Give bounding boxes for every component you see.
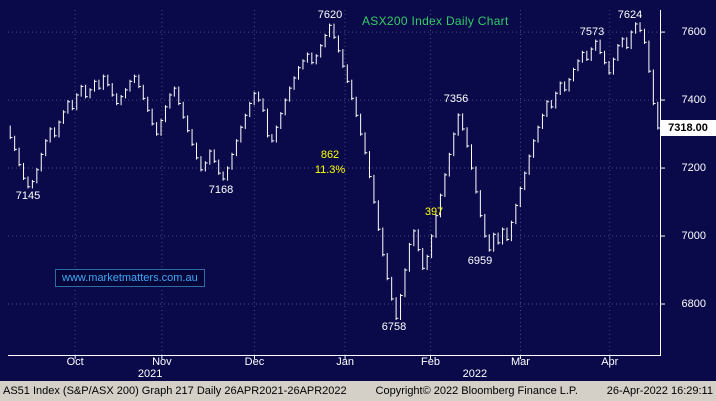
x-axis-month-label: Dec <box>244 356 265 368</box>
last-price-label: 7318.00 <box>660 119 716 136</box>
status-bar: AS51 Index (S&P/ASX 200) Graph 217 Daily… <box>0 381 716 401</box>
axes <box>8 10 665 359</box>
annotation-11-3-: 11.3% <box>314 164 346 176</box>
x-axis-month-label: Feb <box>421 356 440 368</box>
x-axis-month-label: Apr <box>601 356 619 368</box>
annotation-7620: 7620 <box>317 9 343 21</box>
y-axis-tick-label: 7200 <box>681 162 706 175</box>
y-axis-tick-label: 7600 <box>681 26 706 39</box>
status-bar-copyright: Copyright© 2022 Bloomberg Finance L.P. <box>375 385 578 397</box>
x-axis-month-label: Mar <box>510 356 530 368</box>
y-axis-tick-label: 7400 <box>681 94 706 107</box>
annotation-6758: 6758 <box>381 321 407 333</box>
x-axis-month-label: Oct <box>66 356 84 368</box>
x-axis-month-label: Jan <box>336 356 354 368</box>
annotation-6959: 6959 <box>467 255 493 267</box>
annotation-7573: 7573 <box>579 26 605 38</box>
annotation-397: 397 <box>424 206 444 218</box>
annotation-7356: 7356 <box>443 93 469 105</box>
y-axis-tick-label: 6800 <box>681 298 706 310</box>
price-bars <box>9 22 660 320</box>
chart-labels-layer: 7600 7400 7200 7000 6800 Oct Nov Dec Jan Feb Mar Ap… <box>15 9 706 380</box>
status-bar-instrument: AS51 Index (S&P/ASX 200) Graph 217 Daily… <box>3 385 347 397</box>
annotation-7624: 7624 <box>617 9 643 21</box>
annotation-7145: 7145 <box>15 190 41 202</box>
annotation-7168: 7168 <box>208 184 234 196</box>
chart-title: ASX200 Index Daily Chart <box>362 14 509 28</box>
x-axis-year-label: 2021 <box>137 368 163 380</box>
x-axis-month-label: Nov <box>152 356 172 368</box>
y-axis-tick-label: 7000 <box>681 230 706 243</box>
watermark-url: www.marketmatters.com.au <box>55 269 205 287</box>
price-chart-canvas[interactable] <box>0 0 716 381</box>
annotation-862: 862 <box>320 149 340 161</box>
status-bar-timestamp: 26-Apr-2022 16:29:11 <box>606 385 713 397</box>
x-axis-year-label: 2022 <box>462 368 488 380</box>
